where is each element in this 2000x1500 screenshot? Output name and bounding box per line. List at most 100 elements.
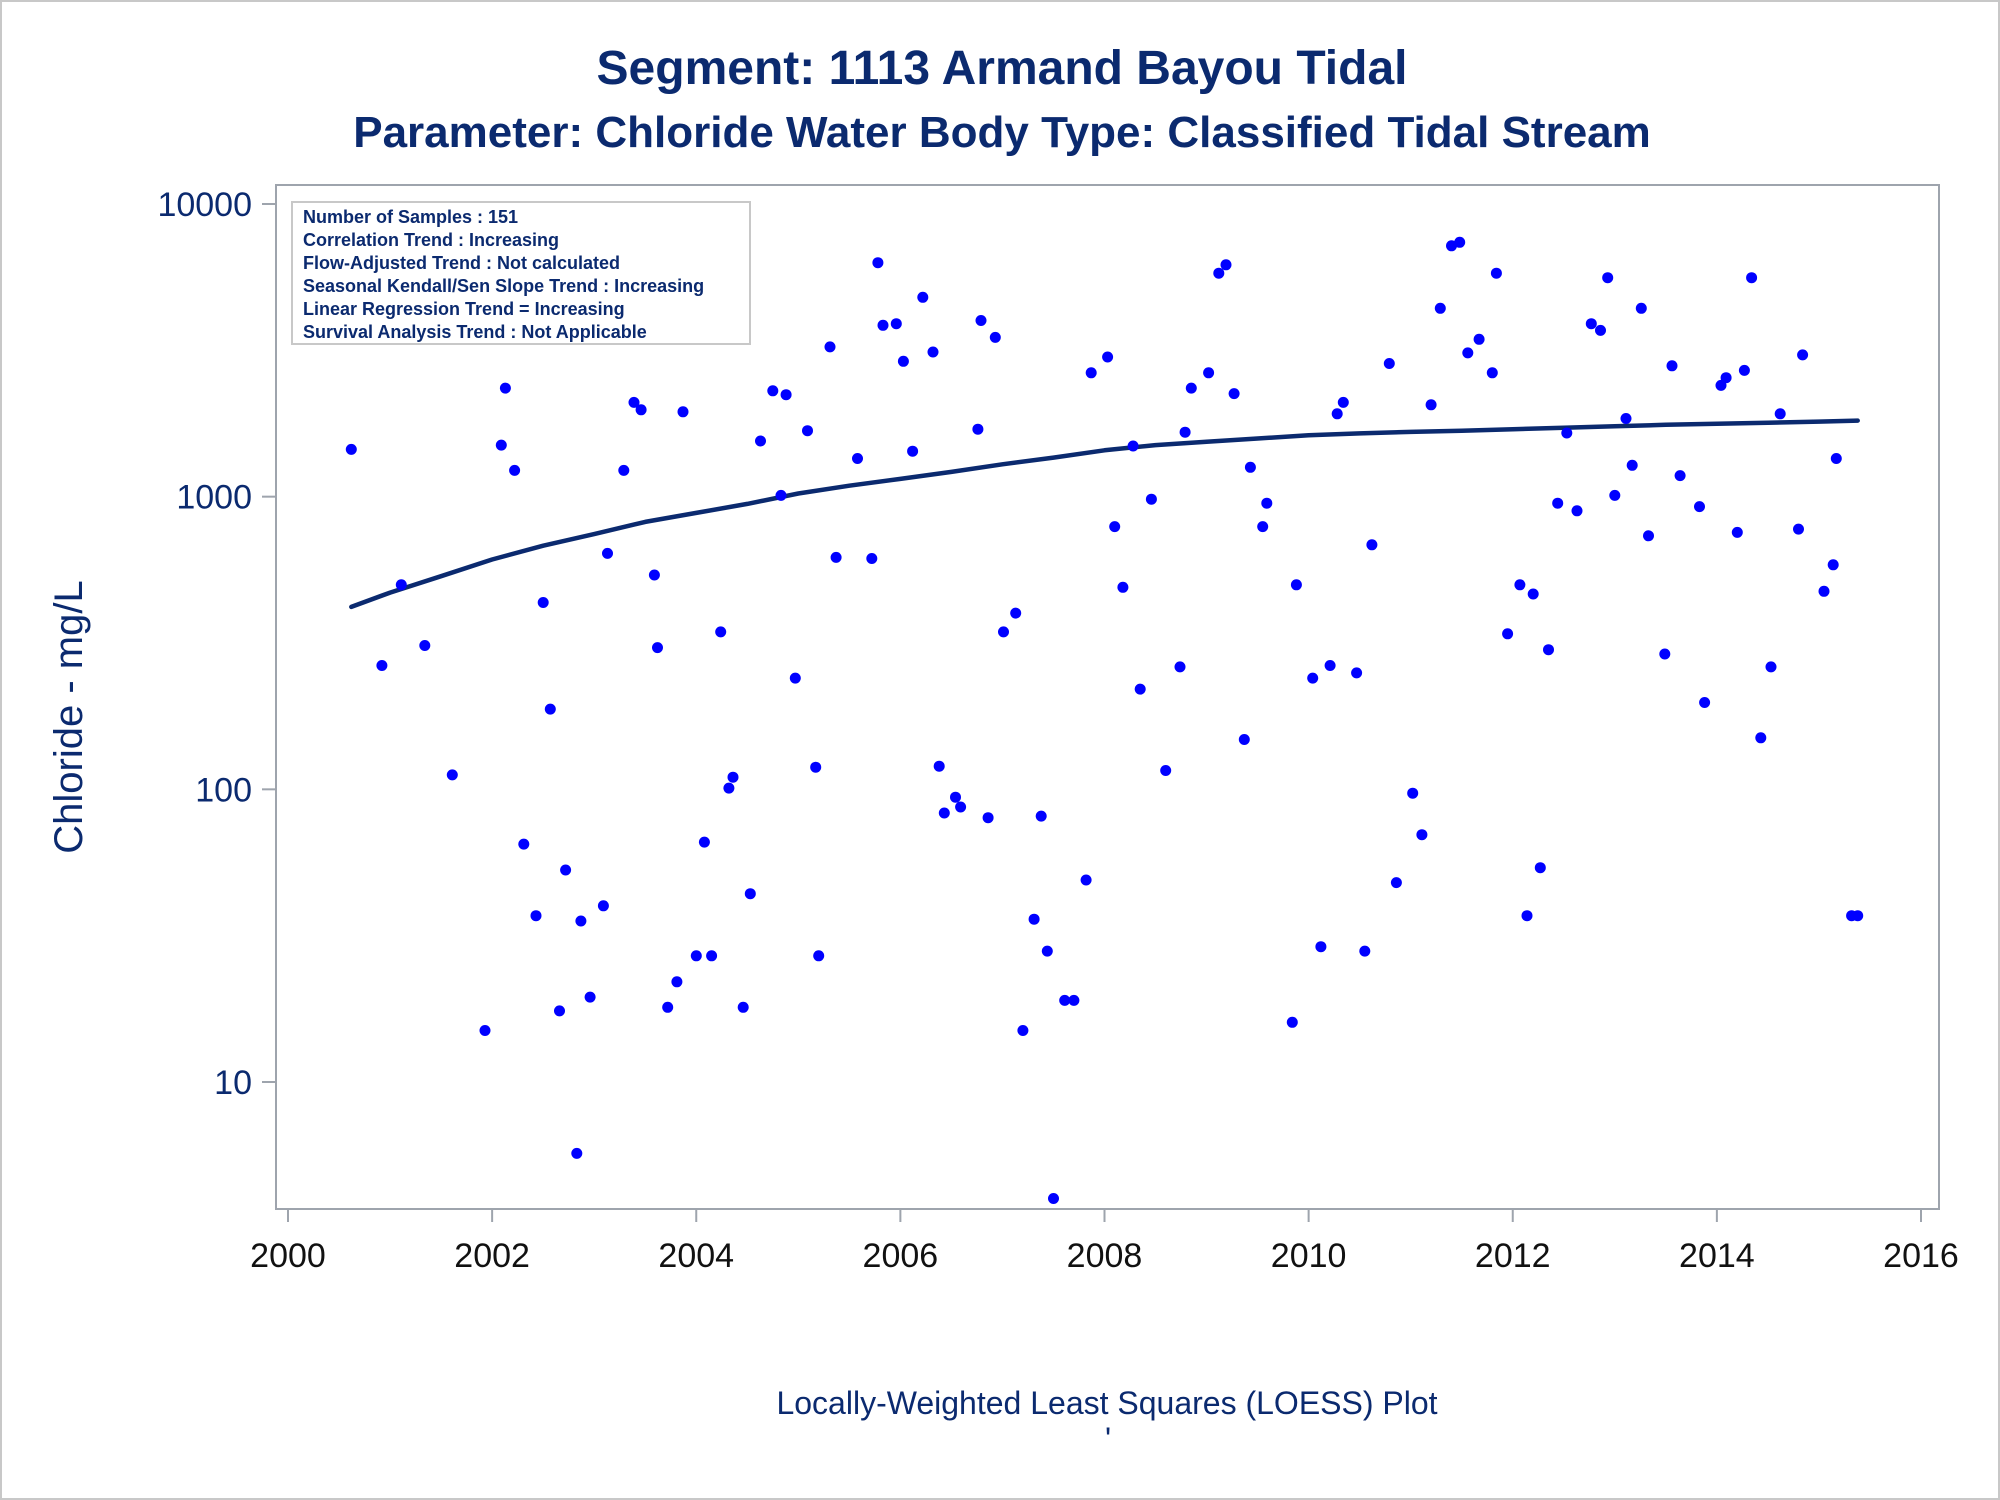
data-point [830,551,842,563]
inset-line-linear-regression: Linear Regression Trend = Increasing [303,299,625,319]
data-point [775,489,787,501]
data-point [1797,349,1809,361]
data-point [933,760,945,772]
loess-curve [349,418,1860,610]
data-point [998,626,1009,638]
data-point [677,406,689,418]
data-point [1659,648,1671,660]
data-point [1585,318,1597,330]
data-point [537,597,549,608]
data-point [1486,367,1498,379]
data-point [1068,994,1080,1006]
data-point [345,443,357,455]
data-point [1731,526,1743,538]
data-point [706,950,718,962]
data-point [584,991,596,1003]
data-point [419,640,431,651]
trend-summary-box: Number of Samples : 151 Correlation Tren… [291,201,751,345]
inset-line-correlation: Correlation Trend : Increasing [303,230,559,250]
data-point [1694,501,1705,513]
data-point [499,382,511,394]
points-layer [345,236,1864,1204]
data-point [544,703,556,715]
data-point [1390,877,1402,889]
data-point [1185,382,1197,394]
data-point [1244,461,1256,473]
x-tick-label: 2004 [658,1237,734,1275]
data-point [824,341,836,353]
data-point [1514,579,1526,591]
data-point [1827,559,1839,571]
data-point [897,355,909,367]
data-point [690,950,702,962]
data-point [1830,453,1842,464]
data-point [1080,874,1092,886]
data-point [1134,683,1146,695]
y-tick-label: 10 [214,1064,252,1102]
x-tick-label: 2014 [1679,1237,1755,1275]
data-point [571,1147,583,1159]
data-point [723,782,735,794]
data-point [1425,399,1437,411]
data-point [1228,388,1240,400]
data-point [698,836,710,848]
data-point [1059,994,1071,1006]
data-point [810,761,822,773]
data-point [1307,672,1319,684]
data-point [1102,351,1114,363]
data-point [1213,267,1225,279]
data-point [1473,333,1485,345]
x-tick-label: 2008 [1067,1237,1143,1275]
x-tick-label: 2010 [1271,1237,1347,1275]
data-point [1620,413,1632,424]
x-tick-label: 2016 [1883,1237,1959,1275]
plot-area [275,184,1940,1210]
data-point [1416,829,1428,841]
x-axis: 2000 2002 2004 2006 2008 2010 2012 2014 2016 [250,1209,1959,1275]
data-point [780,389,792,401]
data-point [975,315,987,326]
data-point [1521,910,1533,922]
chart-footnote: Locally-Weighted Least Squares (LOESS) P… [776,1385,1437,1421]
data-point [1643,530,1654,542]
x-tick-label: 2006 [863,1237,939,1275]
chart-footnote-mark: ' [1105,1421,1111,1457]
data-point [1502,628,1514,640]
data-point [1324,660,1336,671]
data-point [1626,459,1638,471]
data-point [1462,347,1474,359]
data-point [530,910,542,922]
data-point [1755,732,1767,744]
data-point [635,404,647,416]
data-point [802,425,813,437]
data-point [575,915,587,927]
data-point [671,976,683,988]
data-point [1010,607,1022,619]
data-point [509,464,521,476]
data-point [1490,267,1502,279]
data-point [1534,862,1546,874]
chart-title: Segment: 1113 Armand Bayou Tidal [597,42,1408,95]
data-point [1145,493,1157,505]
chart-subtitle: Parameter: Chloride Water Body Type: Cla… [353,108,1651,157]
data-point [1035,810,1047,822]
data-point [1127,440,1139,452]
x-tick-label: 2002 [454,1237,530,1275]
data-point [972,423,984,435]
data-point [950,791,961,803]
data-point [1028,913,1040,925]
data-point [1561,427,1573,439]
data-point [1331,408,1343,420]
data-point [1238,734,1250,745]
data-point [1383,358,1395,369]
data-point [1738,364,1750,376]
data-point [1041,945,1053,957]
data-point [1048,1193,1059,1204]
y-tick-label: 100 [195,771,252,809]
y-axis-label: Chloride - mg/L [47,580,91,853]
data-point [813,950,825,962]
data-point [767,385,779,397]
x-tick-label: 2000 [250,1237,326,1275]
data-point [1179,426,1191,438]
